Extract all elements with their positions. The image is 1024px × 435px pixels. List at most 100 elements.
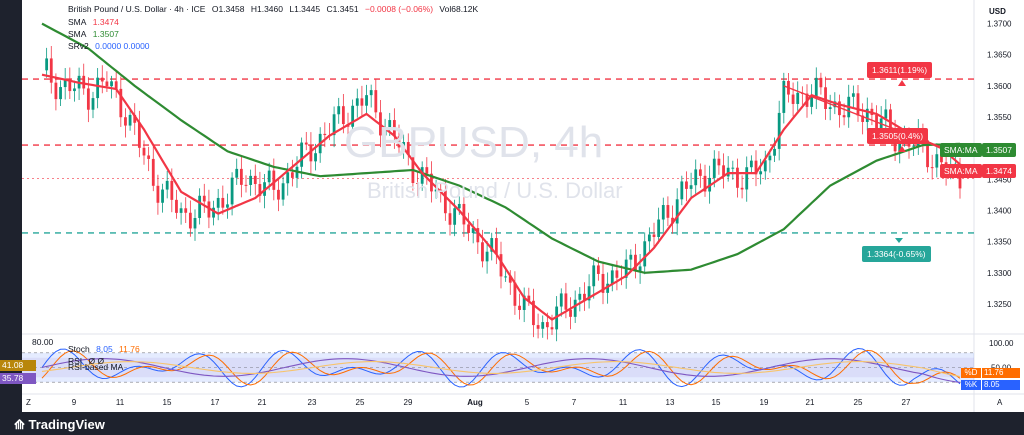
- candle-body: [759, 171, 763, 175]
- candle-body: [193, 218, 197, 229]
- candle-body: [383, 127, 387, 136]
- candle-body: [731, 167, 735, 169]
- candle-body: [244, 184, 248, 186]
- sma-long-value: 1.3507: [92, 29, 119, 39]
- candle-body: [198, 195, 202, 219]
- candle-body: [68, 79, 72, 92]
- candle-body: [341, 106, 345, 125]
- tradingview-logo-icon: ⟰: [14, 417, 29, 432]
- candle-body: [416, 182, 419, 184]
- candle-body: [736, 167, 739, 188]
- candle-body: [59, 87, 62, 100]
- candle-body: [249, 175, 253, 185]
- candle-body: [749, 160, 753, 168]
- candle-body: [272, 170, 276, 190]
- candle-body: [175, 199, 178, 213]
- sma-long-legend[interactable]: SMA 1.3507: [68, 29, 123, 39]
- candle-body: [856, 93, 860, 116]
- candle-body: [912, 145, 916, 147]
- open-value: O1.3458: [211, 4, 245, 14]
- price-tick-label: 1.3600: [987, 82, 1012, 91]
- date-tick-label: 25: [356, 398, 365, 407]
- symbol-title[interactable]: British Pound / U.S. Dollar · 4h · ICE: [68, 4, 206, 14]
- candle-body: [791, 94, 795, 104]
- candle-body: [481, 242, 484, 262]
- chart-canvas[interactable]: USD1.37001.36501.36001.35501.35001.34501…: [22, 0, 1024, 412]
- sma-long-price-tag: 1.3507: [982, 143, 1016, 157]
- candle-body: [54, 82, 58, 100]
- date-tick-label: Aug: [467, 398, 483, 407]
- tradingview-logo-text: TradingView: [28, 417, 105, 432]
- resistance-label-1[interactable]: 1.3611(1.19%): [867, 62, 933, 78]
- candle-body: [810, 96, 814, 107]
- support-label-1[interactable]: 1.3364(-0.65%): [862, 246, 931, 262]
- date-tick-label: 23: [308, 398, 317, 407]
- candle-body: [935, 154, 939, 168]
- sma-long-line: [41, 22, 961, 274]
- candle-body: [494, 238, 498, 255]
- candle-body: [485, 251, 489, 262]
- rsi-ma-legend[interactable]: RSI-based MA: [68, 362, 127, 372]
- stoch-d-value: 11.76: [119, 344, 140, 354]
- sma-short-legend[interactable]: SMA 1.3474: [68, 17, 123, 27]
- candle-body: [712, 158, 716, 178]
- candle-body: [661, 205, 665, 220]
- candle-body: [657, 219, 661, 237]
- candle-body: [545, 322, 549, 328]
- candle-body: [156, 185, 160, 203]
- candle-body: [212, 207, 215, 218]
- candle-body: [425, 167, 429, 174]
- price-chart-pane[interactable]: USD1.37001.36501.36001.35501.35001.34501…: [22, 0, 1024, 412]
- candle-body: [578, 293, 582, 300]
- candle-body: [388, 120, 392, 128]
- candle-body: [439, 189, 443, 191]
- candle-body: [819, 77, 823, 88]
- candle-body: [842, 115, 846, 118]
- candle-body: [420, 167, 424, 184]
- candle-body: [110, 81, 113, 87]
- candle-body: [304, 142, 308, 145]
- srv2-legend[interactable]: SRv2 0.0000 0.0000: [68, 41, 154, 51]
- candle-body: [694, 169, 698, 186]
- candle-body: [698, 169, 702, 176]
- candle-body: [596, 265, 600, 274]
- candle-body: [365, 95, 368, 106]
- candle-body: [722, 165, 725, 177]
- stoch-k-tag: %K: [961, 380, 981, 390]
- tradingview-logo[interactable]: ⟰ TradingView: [14, 417, 105, 433]
- stoch-k-line: [41, 347, 961, 388]
- stoch-legend[interactable]: Stoch 8.05 11.76: [68, 344, 144, 354]
- candle-body: [615, 270, 619, 278]
- candle-body: [73, 88, 76, 92]
- candle-body: [448, 213, 452, 225]
- candle-body: [550, 327, 554, 330]
- rsi-legend[interactable]: RSI Ø Ø: [68, 356, 108, 366]
- candle-body: [443, 190, 447, 214]
- sma-long-tag-label: SMA:MA: [940, 143, 982, 157]
- candle-body: [253, 175, 257, 185]
- stoch-k-value-tag: 8.05: [982, 380, 1020, 390]
- stoch-label: Stoch: [68, 344, 90, 354]
- candle-body: [457, 203, 461, 209]
- date-tick-label: 11: [116, 398, 125, 407]
- price-tick-label: 1.3300: [987, 269, 1012, 278]
- candle-body: [151, 158, 155, 186]
- symbol-header: British Pound / U.S. Dollar · 4h · ICE O…: [68, 4, 482, 14]
- candle-body: [513, 282, 517, 306]
- candle-body: [773, 148, 776, 156]
- candle-body: [898, 141, 902, 152]
- candle-body: [861, 115, 865, 122]
- candle-body: [522, 295, 526, 310]
- resistance-label-2[interactable]: 1.3505(0.4%): [867, 128, 929, 144]
- candle-body: [216, 197, 220, 208]
- oscillator-top-level: 80.00: [32, 337, 54, 347]
- support-arrow-1: [895, 238, 903, 243]
- candle-body: [351, 105, 355, 127]
- candle-body: [643, 241, 647, 267]
- date-tick-label: 15: [163, 398, 172, 407]
- candle-body: [374, 90, 378, 113]
- candle-body: [235, 168, 239, 178]
- candle-body: [332, 114, 336, 136]
- candle-body: [202, 195, 206, 202]
- candle-body: [137, 122, 141, 148]
